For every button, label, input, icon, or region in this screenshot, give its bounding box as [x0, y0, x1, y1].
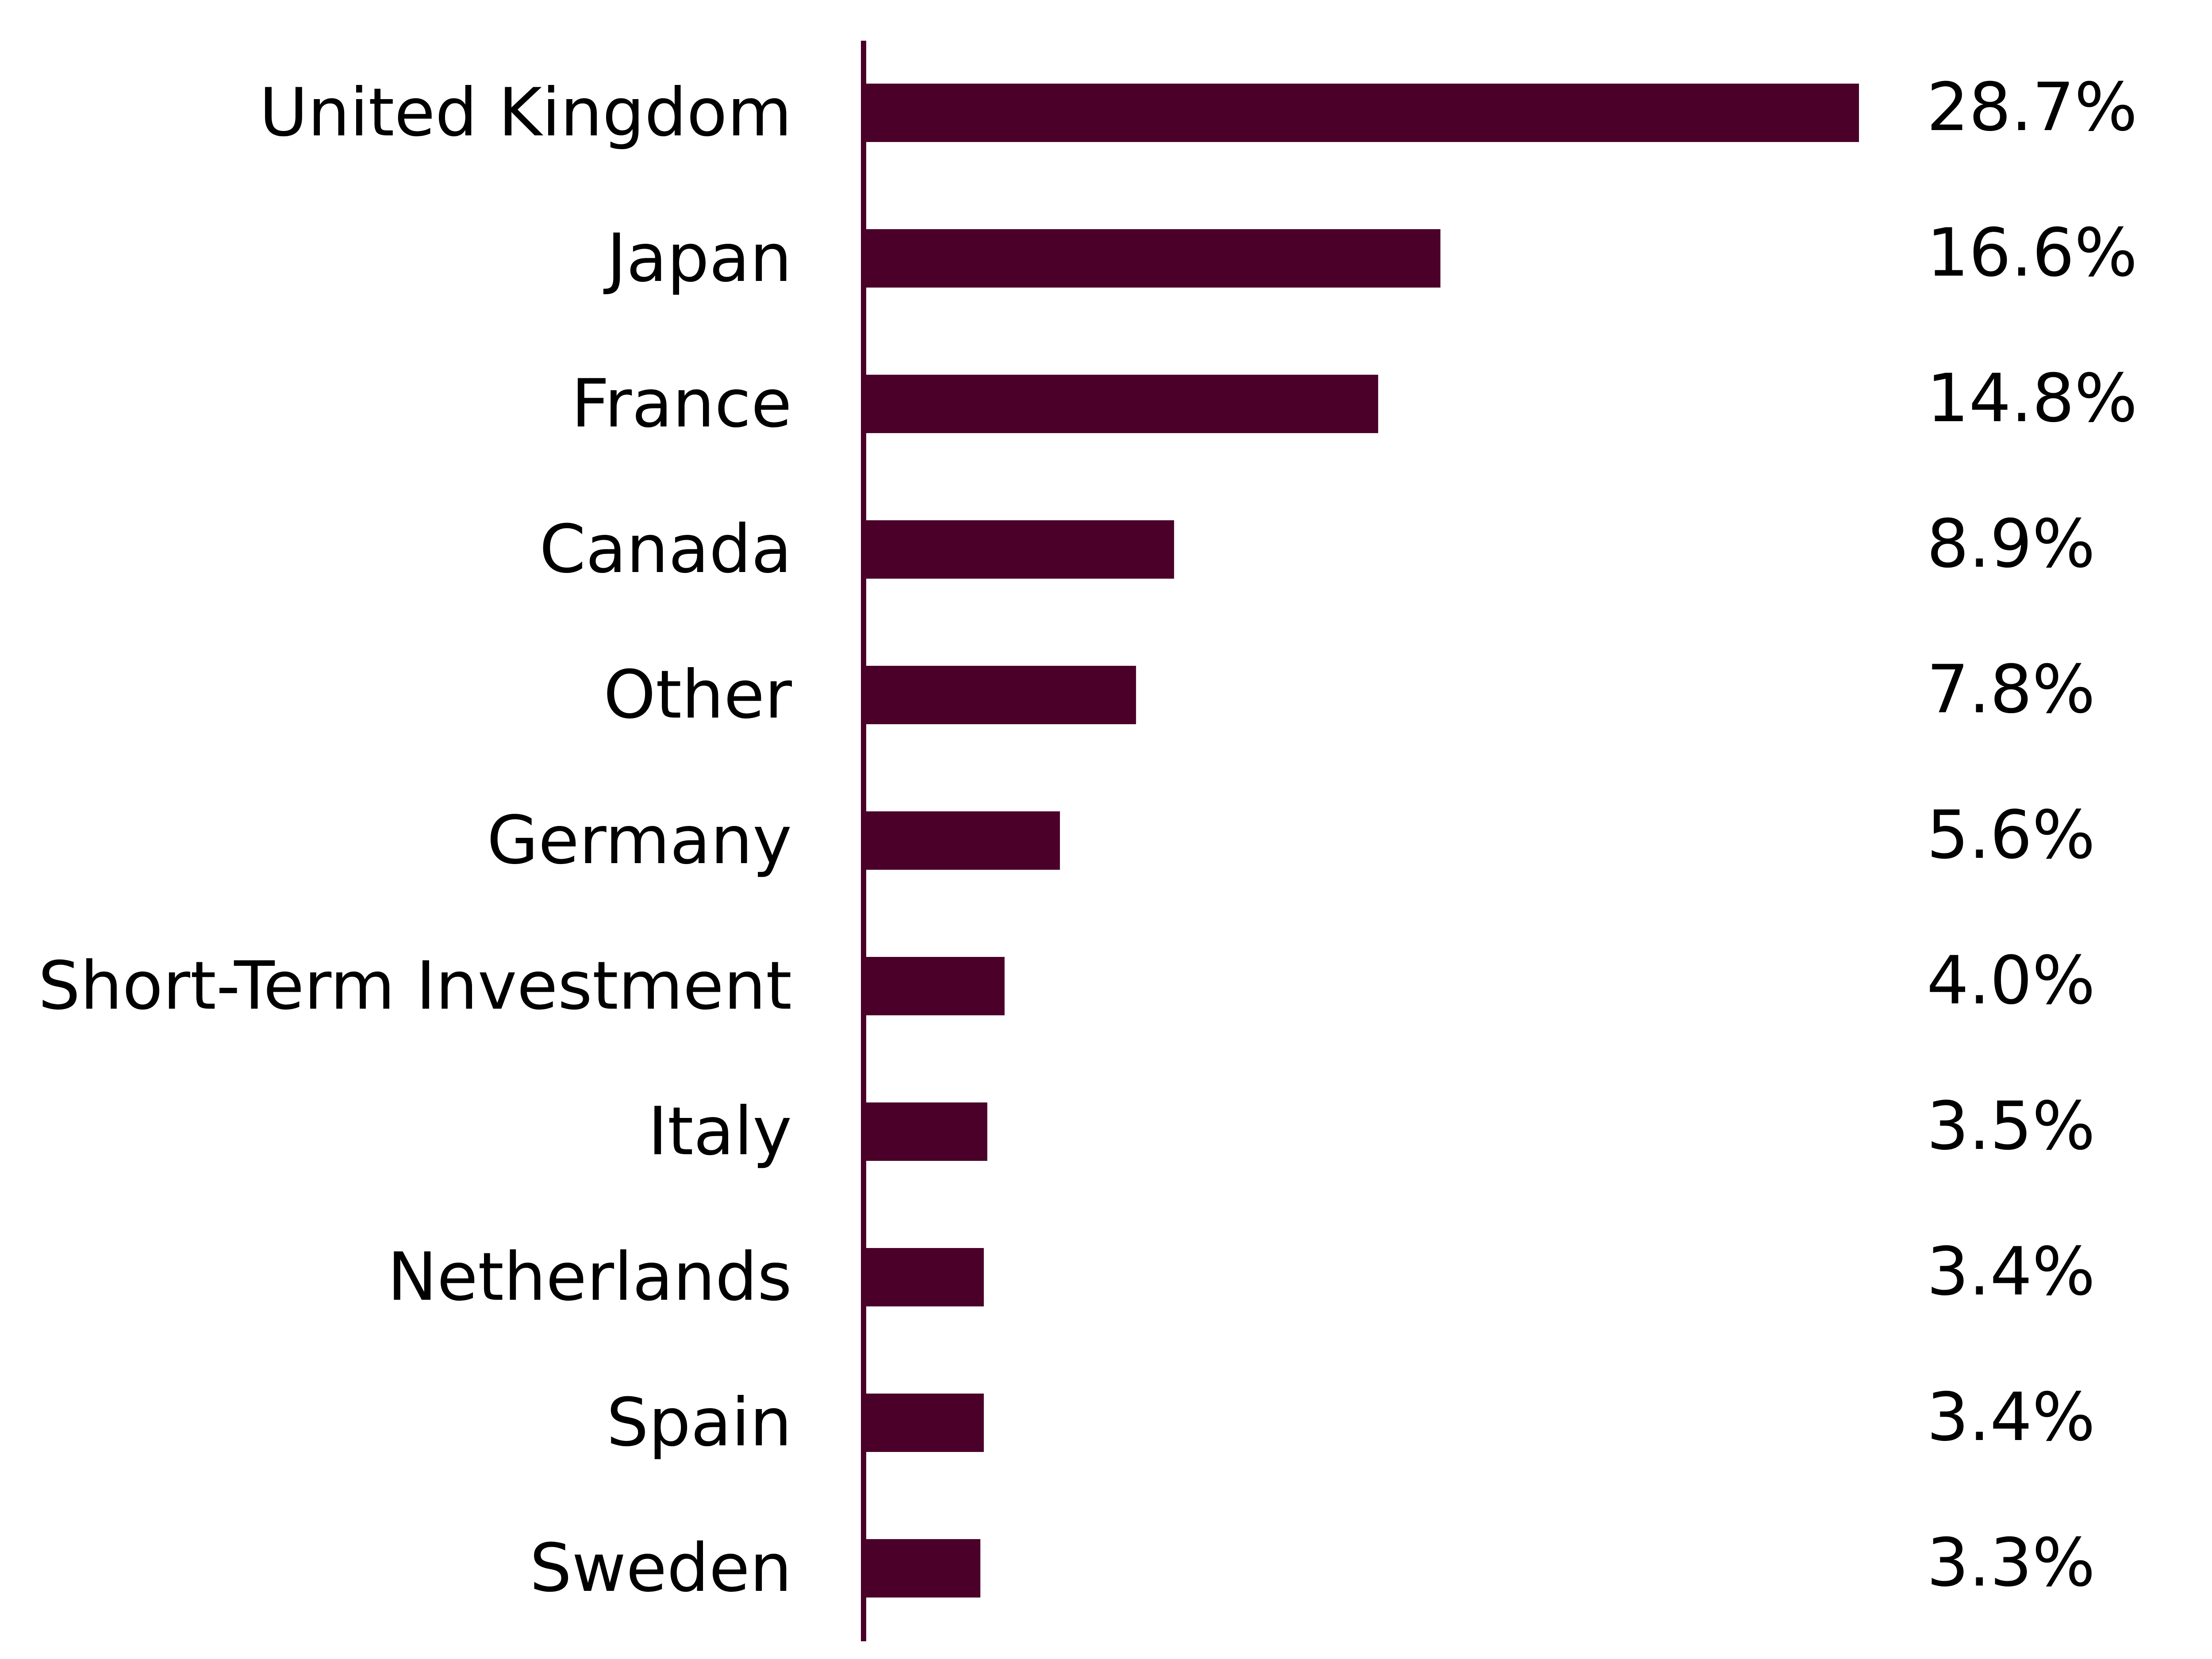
- value-label: 16.6%: [1927, 215, 2138, 292]
- bar-germany: [866, 811, 1060, 870]
- bar-other: [866, 666, 1136, 724]
- bars-group: [866, 84, 1859, 1598]
- category-label: Germany: [487, 802, 792, 879]
- bar-italy: [866, 1102, 987, 1161]
- category-label: Canada: [539, 511, 792, 588]
- value-label: 5.6%: [1927, 797, 2095, 874]
- category-label: Short-Term Investment: [38, 948, 792, 1025]
- category-label: Spain: [607, 1384, 792, 1461]
- category-labels-group: United Kingdom Japan France Canada Other Germ…: [38, 74, 792, 1607]
- value-label: 4.0%: [1927, 942, 2095, 1019]
- bar-canada: [866, 520, 1174, 579]
- bar-spain: [866, 1394, 984, 1452]
- value-label: 14.8%: [1927, 360, 2138, 437]
- bar-short-term-investment: [866, 957, 1005, 1015]
- category-label: Netherlands: [388, 1239, 792, 1316]
- bar-netherlands: [866, 1248, 984, 1306]
- value-labels-group: 28.7% 16.6% 14.8% 8.9% 7.8% 5.6% 4.0% 3.5% 3.4% 3…: [1927, 69, 2138, 1601]
- value-label: 3.4%: [1927, 1379, 2095, 1456]
- category-label: France: [571, 365, 792, 442]
- category-label: United Kingdom: [259, 74, 792, 151]
- bar-united-kingdom: [866, 84, 1859, 142]
- category-label: Sweden: [530, 1530, 792, 1607]
- value-label: 3.5%: [1927, 1088, 2095, 1165]
- category-label: Japan: [603, 220, 792, 297]
- value-label: 7.8%: [1927, 651, 2095, 728]
- value-label: 3.3%: [1927, 1525, 2095, 1601]
- category-label: Italy: [648, 1093, 792, 1170]
- value-label: 28.7%: [1927, 69, 2138, 146]
- bar-japan: [866, 229, 1440, 288]
- value-label: 3.4%: [1927, 1233, 2095, 1310]
- bar-sweden: [866, 1539, 981, 1598]
- bar-france: [866, 375, 1379, 433]
- value-label: 8.9%: [1927, 506, 2095, 583]
- category-label: Other: [603, 657, 792, 733]
